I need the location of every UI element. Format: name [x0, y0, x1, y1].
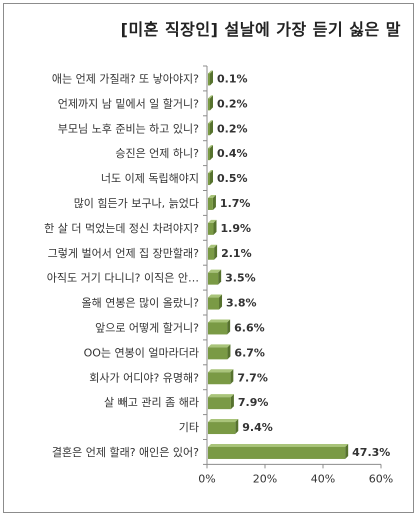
bar-top-face [208, 244, 218, 248]
category-label: 결혼은 언제 할래? 애인은 있어? [52, 446, 199, 459]
category-label: 살 빼고 관리 좀 해라 [104, 395, 199, 409]
bar [208, 98, 210, 111]
bar-top-face [208, 369, 234, 373]
bar [208, 297, 220, 310]
bar-side-face [345, 443, 349, 459]
data-label: 7.7% [237, 371, 268, 384]
data-label: 0.2% [217, 122, 248, 135]
bar-chart: 0% 20% 40% 60% 애는 언제 가질래? 또 낳아야지? 0.1% 언제까지 남 … [44, 65, 393, 485]
category-label: 많이 힘든가 보구나, 늙었다 [74, 197, 199, 210]
bar-side-face [210, 145, 213, 161]
bar-side-face [219, 294, 223, 310]
bar-top-face [208, 419, 239, 423]
category-label: 한 살 더 먹었는데 정신 차려야지? [44, 222, 199, 235]
data-label: 0.1% [217, 72, 248, 85]
category-label: 그렇게 벌어서 언제 집 장만할래? [48, 247, 200, 260]
bar-top-face [208, 120, 213, 124]
data-label: 3.5% [225, 272, 256, 285]
category-label: 아직도 거기 다니니? 이직은 안… [47, 272, 199, 285]
data-label: 2.1% [221, 247, 252, 260]
bar-side-face [210, 120, 213, 136]
bar [208, 322, 228, 335]
data-label: 9.4% [242, 421, 273, 434]
bar-top-face [208, 294, 223, 298]
data-label: 0.4% [217, 147, 248, 160]
x-tick-label: 0% [198, 472, 215, 485]
chart-frame: [미혼 직장인] 설날에 가장 듣기 싫은 말 0% 20% 40% 60% 애는 언제… [3, 3, 414, 513]
bar [208, 197, 213, 210]
data-label: 1.9% [221, 222, 252, 235]
bar-side-face [227, 319, 231, 335]
bar-top-face [208, 70, 213, 74]
bar-top-face [208, 219, 217, 223]
category-label: 기타 [179, 421, 199, 434]
bar-side-face [230, 369, 234, 385]
data-label: 7.9% [238, 396, 269, 409]
bar [208, 347, 228, 360]
data-label: 6.7% [234, 346, 265, 359]
category-label: OO는 연봉이 얼마라더라 [84, 345, 199, 359]
category-label: 승진은 언제 하니? [115, 146, 199, 160]
bar [208, 73, 210, 86]
bar-side-face [210, 70, 213, 86]
category-label: 회사가 어디야? 유명해? [89, 370, 199, 384]
bar-top-face [208, 344, 231, 348]
bar-side-face [212, 194, 216, 210]
category-label: 앞으로 어떻게 할거니? [95, 321, 199, 334]
data-label: 0.2% [217, 97, 248, 110]
bar-top-face [208, 145, 213, 149]
bar-side-face [218, 269, 222, 285]
bar-side-face [210, 170, 213, 186]
category-label: 부모님 노후 준비는 하고 있니? [58, 121, 199, 135]
bar-side-face [235, 419, 239, 435]
bar-top-face [208, 443, 349, 447]
data-label: 0.5% [217, 172, 248, 185]
category-label: 애는 언제 가질래? 또 낳아야지? [52, 72, 199, 85]
bar-top-face [208, 319, 231, 323]
bar [208, 247, 215, 260]
chart-title: [미혼 직장인] 설날에 가장 듣기 싫은 말 [120, 20, 401, 39]
bar [208, 148, 210, 161]
bar [208, 422, 236, 435]
bar [208, 372, 231, 385]
category-label: 너도 이제 독립해야지 [101, 171, 199, 185]
bar-top-face [208, 269, 222, 273]
data-label: 47.3% [352, 446, 390, 459]
bar-top-face [208, 170, 213, 174]
data-label: 3.8% [226, 297, 257, 310]
bar [208, 272, 219, 285]
bar [208, 446, 346, 459]
data-label: 6.6% [234, 321, 265, 334]
x-tick-label: 60% [369, 472, 393, 485]
bar-side-face [214, 244, 218, 260]
bar-top-face [208, 394, 234, 398]
bar-side-face [230, 394, 234, 410]
bar [208, 173, 210, 186]
bar [208, 397, 231, 410]
x-tick-label: 40% [311, 472, 335, 485]
category-label: 언제까지 남 밑에서 일 할거니? [58, 96, 199, 110]
x-tick-label: 20% [253, 472, 277, 485]
category-label: 올해 연봉은 많이 올랐니? [81, 296, 199, 310]
data-label: 1.7% [220, 197, 251, 210]
bar [208, 123, 210, 136]
bar-side-face [210, 95, 213, 111]
bar-top-face [208, 194, 216, 198]
bar-top-face [208, 95, 213, 99]
bar [208, 222, 214, 235]
bar-side-face [227, 344, 231, 360]
bar-side-face [213, 219, 217, 235]
